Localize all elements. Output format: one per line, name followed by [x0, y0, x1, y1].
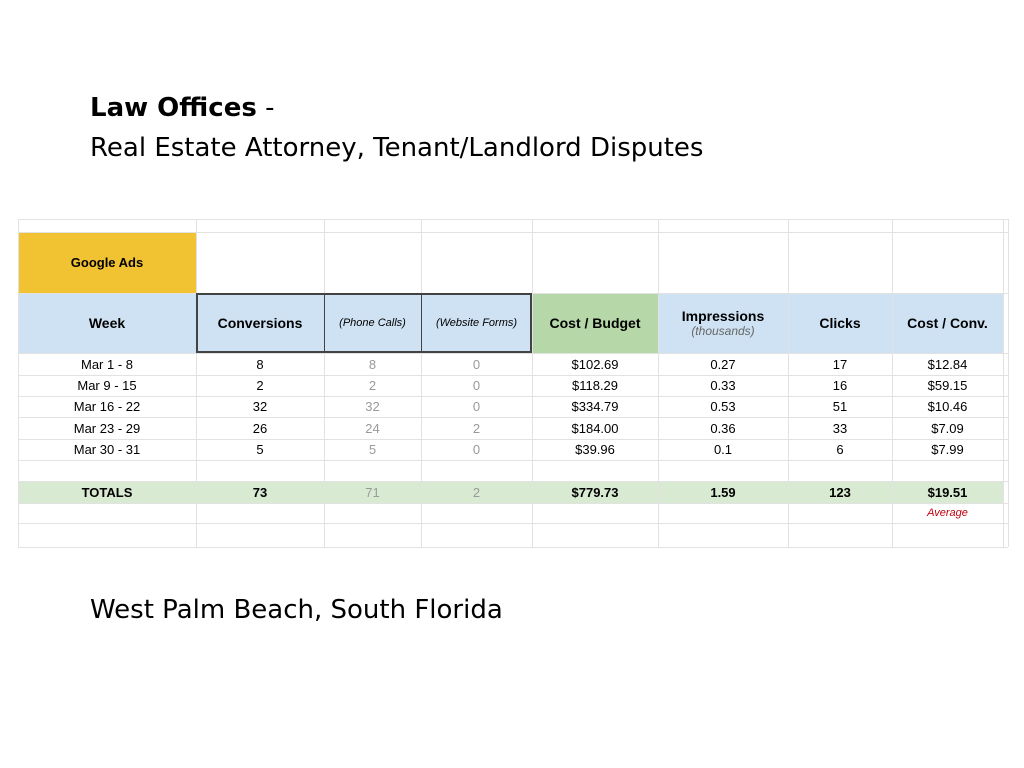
table-cell: 24 — [365, 420, 380, 436]
table-cell: 6 — [836, 442, 844, 457]
table-cell: 33 — [832, 420, 848, 436]
table-cell: Mar 16 - 22 — [73, 399, 141, 414]
title-dash: - — [256, 93, 275, 123]
table-cell: $334.79 — [571, 399, 619, 414]
grid-hline — [18, 547, 1008, 548]
table-cell: 26 — [252, 420, 268, 436]
grid-hline — [18, 232, 1008, 233]
location-text: West Palm Beach, South Florida — [90, 595, 503, 625]
conversions-group-border — [196, 293, 532, 353]
totals-cell: 2 — [472, 484, 481, 500]
grid-vline — [196, 219, 197, 547]
grid-hline — [18, 503, 1008, 504]
table-cell: 2 — [472, 420, 481, 436]
grid-vline — [788, 219, 789, 547]
table-cell: 51 — [832, 399, 848, 414]
grid-hline — [18, 417, 1008, 418]
table-cell: Mar 9 - 15 — [77, 378, 137, 393]
header-website-forms: (Website Forms) — [435, 317, 518, 329]
totals-row-bg — [18, 481, 1003, 503]
table-cell: $102.69 — [571, 356, 619, 372]
header-conversions: Conversions — [217, 315, 303, 331]
table-cell: 0 — [472, 442, 481, 457]
grid-hline — [18, 523, 1008, 524]
table-cell: 32 — [252, 399, 268, 414]
table-cell: Mar 1 - 8 — [80, 356, 133, 372]
grid-vline — [18, 219, 19, 547]
grid-vline — [1003, 219, 1004, 547]
grid-vline — [532, 219, 533, 547]
table-cell: 0.36 — [710, 420, 736, 436]
grid-vline — [421, 219, 422, 547]
table-cell: 8 — [368, 356, 377, 372]
header-impressions: Impressions (thousands) — [658, 293, 788, 353]
header-impressions-unit: (thousands) — [691, 324, 755, 338]
table-cell: $10.46 — [927, 399, 968, 414]
table-cell: 0 — [472, 378, 481, 393]
table-cell: 32 — [365, 399, 380, 414]
header-row-bg — [18, 293, 1003, 353]
grid-vline — [1008, 219, 1009, 547]
page-title: Law Offices - Real Estate Attorney, Tena… — [90, 88, 703, 168]
table-cell: 5 — [368, 442, 377, 457]
header-week: Week — [88, 315, 126, 331]
cost-header-bg — [532, 293, 658, 353]
title-bold: Law Offices — [90, 93, 257, 123]
table-cell: 0.53 — [710, 399, 736, 414]
title-subtitle: Real Estate Attorney, Tenant/Landlord Di… — [90, 133, 704, 163]
grid-hline — [18, 396, 1008, 397]
header-cost-budget: Cost / Budget — [549, 315, 641, 331]
header-cost-conv: Cost / Conv. — [907, 315, 988, 331]
grid-hline — [18, 460, 1008, 461]
table-cell: 5 — [256, 442, 264, 457]
table-cell: $12.84 — [927, 356, 968, 372]
table-cell: 17 — [832, 356, 848, 372]
header-phone-calls: (Phone Calls) — [339, 317, 406, 329]
grid-hline — [18, 375, 1008, 376]
totals-label: TOTALS — [81, 484, 133, 500]
header-clicks: Clicks — [819, 315, 861, 331]
grid-hline — [18, 439, 1008, 440]
table-cell: $184.00 — [571, 420, 619, 436]
table-cell: 0.33 — [710, 378, 736, 393]
table-cell: Mar 30 - 31 — [73, 442, 141, 457]
table-cell: $7.09 — [931, 420, 964, 436]
table-cell: 0 — [472, 356, 481, 372]
table-cell: 8 — [256, 356, 264, 372]
table-cell: $39.96 — [575, 442, 615, 457]
table-cell: $7.99 — [931, 442, 964, 457]
grid-hline — [18, 481, 1008, 482]
table-cell: 0 — [472, 399, 481, 414]
spreadsheet: Google Ads Week Conversions (Phone Calls) (W… — [18, 219, 1009, 549]
grid-hline — [18, 219, 1008, 220]
table-cell: $118.29 — [571, 378, 619, 393]
average-note: Average — [927, 507, 968, 519]
totals-cell: 73 — [252, 484, 268, 500]
table-cell: 2 — [256, 378, 264, 393]
conversions-group-divider — [421, 293, 422, 353]
grid-vline — [324, 219, 325, 547]
grid-vline — [892, 219, 893, 547]
grid-hline — [18, 353, 1008, 354]
header-impressions-label: Impressions — [681, 308, 765, 324]
totals-cell: $19.51 — [927, 484, 968, 500]
totals-cell: 1.59 — [710, 484, 736, 500]
table-cell: Mar 23 - 29 — [73, 420, 141, 436]
table-cell: 16 — [832, 378, 848, 393]
google-ads-label: Google Ads — [70, 255, 144, 270]
conversions-group-divider — [324, 293, 325, 353]
table-cell: 2 — [368, 378, 377, 393]
table-cell: $59.15 — [927, 378, 968, 393]
grid-vline — [658, 219, 659, 547]
totals-cell: $779.73 — [571, 484, 619, 500]
google-ads-cell — [18, 232, 196, 293]
totals-cell: 123 — [829, 484, 851, 500]
table-cell: 0.27 — [710, 356, 736, 372]
totals-cell: 71 — [365, 484, 380, 500]
table-cell: 0.1 — [713, 442, 733, 457]
